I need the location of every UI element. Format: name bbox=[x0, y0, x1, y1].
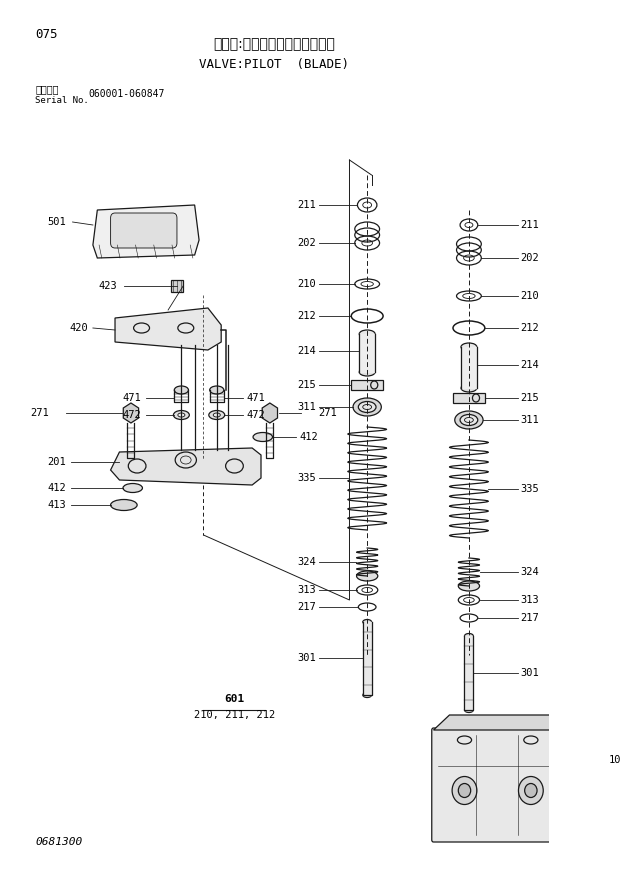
Ellipse shape bbox=[110, 499, 137, 511]
Bar bbox=[170, 280, 183, 292]
Text: 211: 211 bbox=[297, 200, 316, 210]
Ellipse shape bbox=[460, 414, 478, 426]
Text: 472: 472 bbox=[246, 410, 265, 420]
Ellipse shape bbox=[353, 398, 381, 416]
Ellipse shape bbox=[213, 413, 220, 417]
Text: 423: 423 bbox=[99, 281, 118, 291]
FancyBboxPatch shape bbox=[432, 728, 564, 842]
Text: 210: 210 bbox=[520, 291, 539, 301]
Text: 301: 301 bbox=[297, 653, 316, 663]
Text: 311: 311 bbox=[520, 415, 539, 425]
Ellipse shape bbox=[359, 330, 375, 338]
Text: 313: 313 bbox=[520, 595, 539, 605]
Text: 075: 075 bbox=[35, 28, 58, 41]
Text: 060001-060847: 060001-060847 bbox=[89, 89, 165, 99]
Text: 324: 324 bbox=[297, 557, 316, 567]
Text: 212: 212 bbox=[520, 323, 539, 333]
Text: Serial No.: Serial No. bbox=[35, 96, 89, 105]
Text: 313: 313 bbox=[297, 585, 316, 595]
FancyBboxPatch shape bbox=[110, 213, 177, 248]
Ellipse shape bbox=[358, 401, 376, 413]
Text: 335: 335 bbox=[297, 473, 316, 483]
Ellipse shape bbox=[209, 411, 224, 420]
Text: 420: 420 bbox=[69, 323, 89, 333]
Text: 217: 217 bbox=[520, 613, 539, 623]
Ellipse shape bbox=[123, 484, 143, 492]
Polygon shape bbox=[464, 636, 473, 710]
Text: 324: 324 bbox=[520, 567, 539, 577]
Polygon shape bbox=[562, 715, 578, 840]
Text: 501: 501 bbox=[48, 217, 66, 227]
Text: 271: 271 bbox=[319, 408, 337, 418]
Text: 601: 601 bbox=[224, 694, 244, 704]
Ellipse shape bbox=[356, 571, 378, 581]
Text: 201: 201 bbox=[48, 457, 66, 467]
Ellipse shape bbox=[458, 581, 479, 591]
Ellipse shape bbox=[359, 368, 375, 376]
Text: 217: 217 bbox=[297, 602, 316, 612]
Text: 335: 335 bbox=[520, 484, 539, 494]
Polygon shape bbox=[359, 334, 375, 372]
Polygon shape bbox=[115, 308, 221, 350]
Polygon shape bbox=[433, 715, 578, 730]
Bar bbox=[453, 393, 485, 403]
Text: 212: 212 bbox=[297, 311, 316, 321]
Text: 101: 101 bbox=[609, 755, 620, 765]
Text: 202: 202 bbox=[297, 238, 316, 248]
Polygon shape bbox=[262, 403, 278, 423]
Ellipse shape bbox=[518, 776, 543, 804]
Ellipse shape bbox=[174, 411, 189, 420]
Text: 211: 211 bbox=[520, 220, 539, 230]
Text: 311: 311 bbox=[297, 402, 316, 412]
Ellipse shape bbox=[452, 776, 477, 804]
Text: 210: 210 bbox=[297, 279, 316, 289]
Ellipse shape bbox=[210, 386, 224, 394]
Text: 215: 215 bbox=[520, 393, 539, 403]
Text: 210, 211, 212: 210, 211, 212 bbox=[194, 710, 275, 720]
Ellipse shape bbox=[525, 783, 537, 797]
Text: 413: 413 bbox=[48, 500, 66, 510]
Polygon shape bbox=[123, 403, 139, 423]
Ellipse shape bbox=[363, 619, 371, 625]
Text: 301: 301 bbox=[520, 668, 539, 678]
Ellipse shape bbox=[454, 411, 483, 429]
Ellipse shape bbox=[178, 413, 185, 417]
Ellipse shape bbox=[253, 433, 273, 442]
Text: バルブ:パイロット（ブレード）: バルブ:パイロット（ブレード） bbox=[213, 37, 335, 51]
Ellipse shape bbox=[461, 343, 477, 351]
Ellipse shape bbox=[464, 633, 473, 639]
Ellipse shape bbox=[461, 384, 477, 392]
Text: 412: 412 bbox=[48, 483, 66, 493]
Text: 202: 202 bbox=[520, 253, 539, 263]
Text: VALVE:PILOT  (BLADE): VALVE:PILOT (BLADE) bbox=[199, 58, 349, 71]
Text: 215: 215 bbox=[297, 380, 316, 390]
Ellipse shape bbox=[568, 761, 580, 779]
Ellipse shape bbox=[363, 693, 371, 697]
Polygon shape bbox=[93, 205, 199, 258]
Text: 214: 214 bbox=[297, 346, 316, 356]
Ellipse shape bbox=[458, 783, 471, 797]
Text: 適用号機: 適用号機 bbox=[35, 84, 59, 94]
Text: 271: 271 bbox=[30, 408, 48, 418]
Polygon shape bbox=[110, 448, 261, 485]
Bar bbox=[352, 380, 383, 390]
Ellipse shape bbox=[464, 708, 473, 712]
Text: 471: 471 bbox=[246, 393, 265, 403]
Text: 471: 471 bbox=[123, 393, 141, 403]
Text: 214: 214 bbox=[520, 360, 539, 370]
Polygon shape bbox=[363, 622, 371, 695]
Polygon shape bbox=[461, 347, 477, 388]
Text: 412: 412 bbox=[299, 432, 318, 442]
Ellipse shape bbox=[174, 386, 188, 394]
Text: 472: 472 bbox=[123, 410, 141, 420]
Text: 0681300: 0681300 bbox=[35, 837, 82, 847]
